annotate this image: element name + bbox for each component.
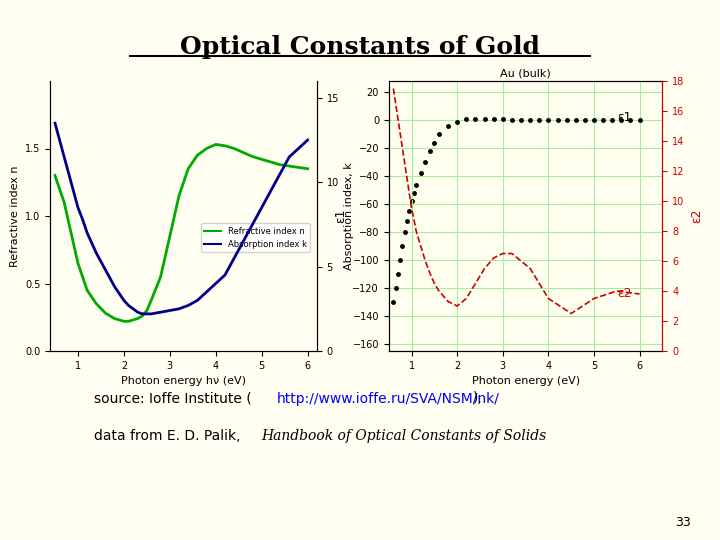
Text: data from E. D. Palik,: data from E. D. Palik, <box>94 429 245 443</box>
Text: 33: 33 <box>675 516 691 529</box>
Y-axis label: ε1: ε1 <box>334 209 347 223</box>
Text: Handbook of Optical Constants of Solids: Handbook of Optical Constants of Solids <box>261 429 546 443</box>
X-axis label: Photon energy hν (eV): Photon energy hν (eV) <box>121 376 246 386</box>
Text: Optical Constants of Gold: Optical Constants of Gold <box>180 35 540 59</box>
Text: source: Ioffe Institute (: source: Ioffe Institute ( <box>94 392 251 406</box>
Y-axis label: Refractive index n: Refractive index n <box>10 165 19 267</box>
Title: Au (bulk): Au (bulk) <box>500 69 551 79</box>
Text: ),: ), <box>473 392 483 406</box>
X-axis label: Photon energy (eV): Photon energy (eV) <box>472 376 580 386</box>
Y-axis label: Absorption index, k: Absorption index, k <box>344 162 354 270</box>
Y-axis label: ε2: ε2 <box>690 209 703 223</box>
Text: ε2: ε2 <box>617 287 631 300</box>
Text: ε1: ε1 <box>617 111 631 124</box>
Text: http://www.ioffe.ru/SVA/NSM/nk/: http://www.ioffe.ru/SVA/NSM/nk/ <box>277 392 500 406</box>
Legend: Refractive index n, Absorption index k: Refractive index n, Absorption index k <box>201 223 310 252</box>
